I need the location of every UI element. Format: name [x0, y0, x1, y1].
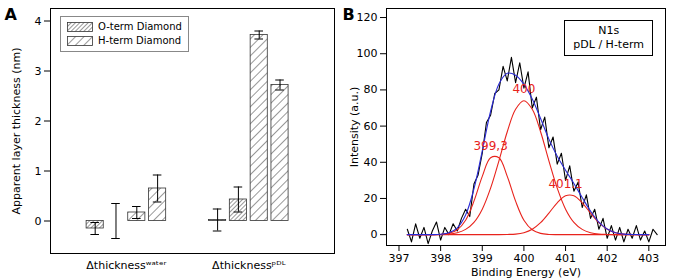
svg-text:120: 120 — [357, 11, 378, 24]
svg-text:402: 402 — [597, 252, 618, 265]
html-text:H-term Diamond: H-term Diamond — [98, 35, 182, 46]
svg-text:Δthicknessᵖᴰᴸ: Δthicknessᵖᴰᴸ — [212, 259, 286, 272]
svg-text:B: B — [343, 5, 355, 24]
svg-text:60: 60 — [364, 120, 378, 133]
svg-text:4: 4 — [35, 15, 42, 28]
html-text:N1s: N1s — [598, 24, 620, 37]
html-text:pDL / H-term: pDL / H-term — [573, 38, 644, 51]
svg-text:399,3: 399,3 — [473, 139, 507, 153]
svg-text:Δthicknessʷᵃᵗᵉʳ: Δthicknessʷᵃᵗᵉʳ — [86, 259, 166, 272]
svg-text:401: 401 — [555, 252, 576, 265]
svg-text:400: 400 — [513, 252, 534, 265]
svg-text:A: A — [5, 5, 18, 24]
svg-text:0: 0 — [371, 228, 378, 241]
svg-text:3: 3 — [35, 65, 42, 78]
svg-text:2: 2 — [35, 115, 42, 128]
svg-text:40: 40 — [364, 156, 378, 169]
svg-text:401.1: 401.1 — [548, 177, 582, 191]
svg-text:398: 398 — [430, 252, 451, 265]
svg-text:80: 80 — [364, 83, 378, 96]
svg-text:Binding Energy (eV): Binding Energy (eV) — [471, 266, 581, 279]
svg-text:400: 400 — [512, 82, 535, 96]
svg-text:1: 1 — [35, 165, 42, 178]
svg-text:Intensity (a.u.): Intensity (a.u.) — [348, 87, 361, 168]
svg-text:399: 399 — [472, 252, 493, 265]
svg-text:20: 20 — [364, 192, 378, 205]
svg-text:0: 0 — [35, 215, 42, 228]
html-text:O-term Diamond: O-term Diamond — [98, 21, 182, 32]
svg-text:Apparent layer thickness (nm): Apparent layer thickness (nm) — [10, 48, 23, 215]
svg-text:100: 100 — [357, 47, 378, 60]
svg-text:403: 403 — [638, 252, 659, 265]
svg-text:397: 397 — [388, 252, 409, 265]
